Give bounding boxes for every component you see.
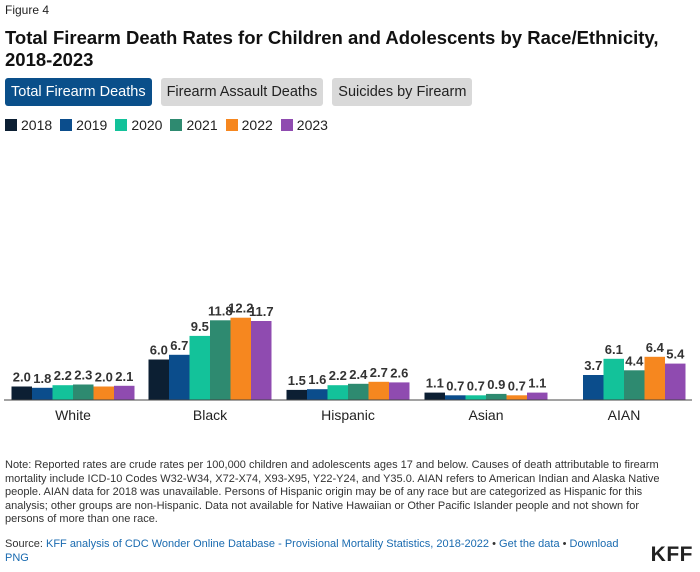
data-label-white-2019: 1.8 xyxy=(33,371,51,386)
legend-item-2021: 2021 xyxy=(170,117,218,133)
tab-total-firearm-deaths[interactable]: Total Firearm Deaths xyxy=(5,78,152,106)
tab-firearm-assault-deaths[interactable]: Firearm Assault Deaths xyxy=(160,78,324,106)
data-label-aian-2023: 5.4 xyxy=(666,347,685,362)
legend-item-2020: 2020 xyxy=(115,117,162,133)
category-label-asian: Asian xyxy=(468,407,503,423)
source-separator-1: • xyxy=(492,538,496,550)
bar-hispanic-2018 xyxy=(286,389,307,400)
figure-label: Figure 4 xyxy=(5,3,50,17)
data-label-hispanic-2021: 2.4 xyxy=(349,367,368,382)
legend-label-2022: 2022 xyxy=(241,117,273,133)
source-link[interactable]: KFF analysis of CDC Wonder Online Databa… xyxy=(45,538,490,550)
source-separator-2: • xyxy=(562,538,567,550)
bar-aian-2023 xyxy=(665,363,686,401)
legend-item-2019: 2019 xyxy=(60,117,107,133)
data-label-black-2020: 9.5 xyxy=(191,319,209,334)
bar-asian-2021 xyxy=(486,393,507,400)
chart-note: Note: Reported rates are crude rates per… xyxy=(5,459,660,525)
chart-legend: 2018 2019 2020 2021 2022 2023 xyxy=(5,117,328,133)
legend-swatch-2021 xyxy=(170,119,183,131)
data-label-aian-2019: 3.7 xyxy=(584,358,602,373)
data-label-hispanic-2022: 2.7 xyxy=(370,365,388,380)
data-label-white-2023: 2.1 xyxy=(115,369,133,384)
bar-aian-2021 xyxy=(624,370,645,400)
data-label-asian-2018: 1.1 xyxy=(426,376,444,391)
bar-hispanic-2022 xyxy=(368,381,389,400)
data-label-asian-2022: 0.7 xyxy=(508,378,526,393)
legend-label-2021: 2021 xyxy=(186,117,218,133)
bar-white-2020 xyxy=(52,385,73,401)
chart-title: Total Firearm Death Rates for Children a… xyxy=(5,27,659,70)
bar-aian-2020 xyxy=(603,358,624,400)
data-label-hispanic-2018: 1.5 xyxy=(288,373,306,388)
data-label-hispanic-2023: 2.6 xyxy=(390,365,408,380)
category-label-hispanic: Hispanic xyxy=(321,407,375,423)
data-label-black-2023: 11.7 xyxy=(249,304,274,319)
source-prefix: Source: xyxy=(5,538,43,550)
data-label-black-2019: 6.7 xyxy=(170,338,188,353)
bar-black-2020 xyxy=(189,335,210,400)
tab-bar: Total Firearm Deaths Firearm Assault Dea… xyxy=(5,78,473,106)
download-png-link[interactable]: Download PNG xyxy=(5,538,619,564)
bar-white-2023 xyxy=(114,385,135,400)
kff-logo: KFF xyxy=(650,543,693,566)
data-label-white-2020: 2.2 xyxy=(54,368,72,383)
bar-asian-2023 xyxy=(527,392,548,400)
legend-item-2022: 2022 xyxy=(225,117,273,133)
bar-asian-2019 xyxy=(445,395,466,400)
legend-item-2023: 2023 xyxy=(280,117,328,133)
legend-swatch-2019 xyxy=(60,119,73,131)
data-label-black-2018: 6.0 xyxy=(150,343,168,358)
bar-hispanic-2021 xyxy=(348,383,369,400)
data-label-white-2022: 2.0 xyxy=(95,370,113,385)
bar-black-2018 xyxy=(148,359,169,400)
legend-swatch-2023 xyxy=(280,119,293,131)
legend-swatch-2022 xyxy=(225,119,238,131)
bar-asian-2018 xyxy=(424,392,445,400)
data-label-black-2021: 11.8 xyxy=(208,303,233,318)
data-label-white-2018: 2.0 xyxy=(13,370,31,385)
bar-black-2022 xyxy=(230,317,251,400)
data-label-asian-2019: 0.7 xyxy=(446,378,464,393)
category-label-white: White xyxy=(55,407,91,423)
bar-black-2023 xyxy=(251,321,272,400)
bar-white-2018 xyxy=(11,386,32,400)
data-label-asian-2023: 1.1 xyxy=(528,376,546,391)
legend-item-2018: 2018 xyxy=(5,117,52,133)
data-label-asian-2021: 0.9 xyxy=(487,377,505,392)
data-label-black-2022: 12.2 xyxy=(228,301,253,316)
tab-suicides-by-firearm[interactable]: Suicides by Firearm xyxy=(332,78,473,106)
data-label-asian-2020: 0.7 xyxy=(467,378,485,393)
bar-hispanic-2020 xyxy=(327,385,348,401)
bar-asian-2020 xyxy=(465,395,486,400)
data-label-aian-2022: 6.4 xyxy=(646,340,665,355)
bar-aian-2019 xyxy=(583,375,604,400)
data-label-aian-2021: 4.4 xyxy=(625,353,644,368)
bar-hispanic-2019 xyxy=(307,389,328,400)
legend-label-2020: 2020 xyxy=(131,117,163,133)
category-label-aian: AIAN xyxy=(608,407,641,423)
get-data-link[interactable]: Get the data xyxy=(499,538,560,550)
bar-black-2019 xyxy=(169,354,190,400)
legend-label-2019: 2019 xyxy=(76,117,108,133)
bar-white-2021 xyxy=(73,384,94,400)
source-line: Source: KFF analysis of CDC Wonder Onlin… xyxy=(5,538,645,565)
bar-asian-2022 xyxy=(506,395,527,400)
bar-white-2019 xyxy=(32,387,53,400)
bar-white-2022 xyxy=(93,386,114,400)
legend-swatch-2020 xyxy=(115,119,128,131)
data-label-hispanic-2020: 2.2 xyxy=(329,368,347,383)
data-label-aian-2020: 6.1 xyxy=(605,342,623,357)
data-label-hispanic-2019: 1.6 xyxy=(308,372,326,387)
bar-aian-2022 xyxy=(644,356,665,400)
legend-label-2018: 2018 xyxy=(21,117,53,133)
category-label-black: Black xyxy=(193,407,228,423)
data-label-white-2021: 2.3 xyxy=(74,368,92,383)
legend-label-2023: 2023 xyxy=(296,117,328,133)
bar-hispanic-2023 xyxy=(389,382,410,400)
legend-swatch-2018 xyxy=(5,119,17,131)
bar-black-2021 xyxy=(210,320,231,400)
